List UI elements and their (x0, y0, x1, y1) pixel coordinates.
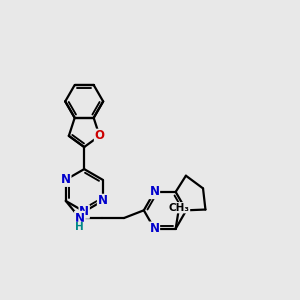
Text: N: N (98, 194, 108, 208)
Text: N: N (149, 222, 159, 235)
Text: N: N (75, 212, 85, 224)
Text: N: N (149, 185, 159, 198)
Text: O: O (94, 129, 104, 142)
Text: N: N (61, 173, 71, 186)
Text: H: H (75, 222, 84, 233)
Text: N: N (79, 205, 89, 218)
Text: CH₃: CH₃ (169, 203, 190, 213)
